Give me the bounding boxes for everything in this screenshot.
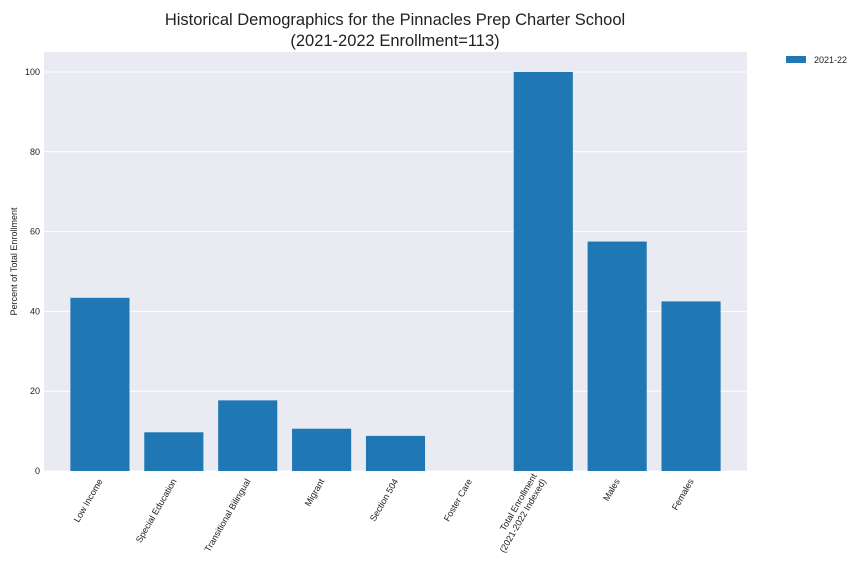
chart-subtitle: (2021-2022 Enrollment=113) (290, 32, 499, 50)
legend-label: 2021-22 (814, 55, 847, 65)
y-tick-label: 40 (30, 306, 40, 316)
y-axis-ticks: 0 20 40 60 80 100 (25, 67, 40, 476)
bar (587, 241, 647, 471)
x-tick-label: Migrant (303, 477, 327, 508)
x-tick-label: Foster Care (442, 477, 474, 523)
bar (292, 428, 352, 471)
y-tick-label: 100 (25, 67, 40, 77)
x-tick-label: Males (601, 477, 622, 503)
bar (218, 400, 278, 471)
y-axis-label: Percent of Total Enrollment (9, 207, 19, 315)
bar (365, 435, 426, 471)
y-tick-label: 80 (30, 147, 40, 157)
chart-title: Historical Demographics for the Pinnacle… (165, 11, 625, 29)
x-tick-label: Special Education (134, 477, 179, 544)
bar (144, 432, 204, 471)
legend-swatch (786, 56, 806, 63)
y-tick-label: 20 (30, 386, 40, 396)
x-tick-label: Low Income (72, 477, 105, 524)
y-tick-label: 60 (30, 227, 40, 237)
x-tick-label: Transitional Bilingual (202, 477, 252, 554)
bar (70, 297, 130, 471)
bar (513, 71, 573, 471)
x-tick-label: Section 504 (368, 477, 400, 523)
x-tick-label: Total Enrollment(2021-2022 Indexed) (488, 471, 548, 554)
bars (70, 71, 721, 471)
x-tick-label: Females (670, 477, 696, 512)
legend: 2021-22 (786, 55, 847, 65)
bar (661, 301, 721, 471)
y-tick-label: 0 (35, 466, 40, 476)
x-axis-ticks: Low Income Special Education Transitional … (72, 471, 696, 554)
